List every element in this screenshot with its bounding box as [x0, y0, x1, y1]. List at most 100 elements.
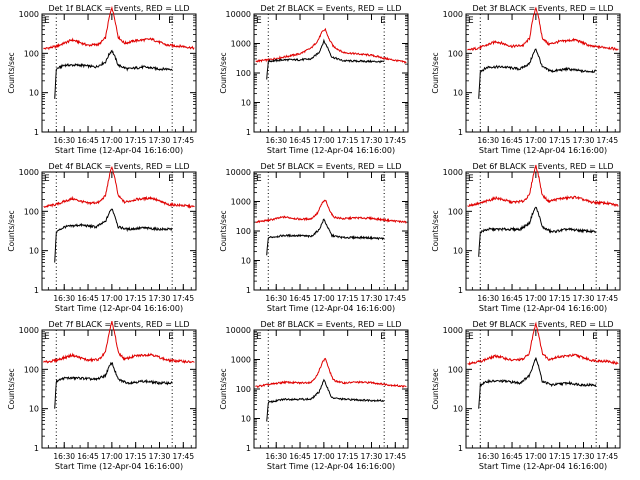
events-series-line	[266, 378, 385, 422]
x-tick-label: 17:30	[573, 452, 595, 461]
y-tick-label: 1	[246, 286, 251, 295]
y-tick-label: 1	[34, 286, 39, 295]
marker-label: E	[380, 332, 386, 342]
y-tick-label: 10	[29, 247, 39, 256]
x-tick-label: 17:15	[125, 136, 147, 145]
y-tick-label: 100	[448, 49, 463, 58]
y-axis-label: Counts/sec	[431, 52, 440, 93]
y-tick-label: 100	[24, 207, 39, 216]
x-tick-label: 17:30	[149, 452, 171, 461]
chart-panel-7: Det 7f BLACK = Events, RED = LLD 1 10 100 10…	[7, 320, 197, 471]
plot-frame	[41, 171, 197, 291]
events-series-line	[54, 49, 173, 99]
y-tick-label: 10000	[226, 326, 251, 335]
y-tick-label: 10	[241, 99, 251, 108]
chart-title: Det 6f BLACK = Events, RED = LLD	[472, 162, 613, 171]
chart-title: Det 9f BLACK = Events, RED = LLD	[472, 320, 613, 329]
y-axis-label: Counts/sec	[219, 368, 228, 409]
x-axis-label: Start Time (12-Apr-04 16:16:00)	[479, 304, 607, 313]
x-tick-label: 17:45	[596, 294, 618, 303]
plot-frame	[465, 329, 621, 449]
lld-series-line	[467, 164, 619, 207]
events-series-line	[478, 206, 597, 257]
y-tick-label: 1	[246, 444, 251, 453]
x-tick-label: 17:00	[525, 452, 547, 461]
x-tick-label: 16:45	[77, 136, 99, 145]
y-tick-label: 1	[458, 286, 463, 295]
lld-series-line	[43, 165, 195, 209]
y-tick-label: 10000	[226, 168, 251, 177]
events-series-line	[266, 218, 385, 256]
y-tick-label: 10000	[226, 10, 251, 19]
y-tick-label: 100	[24, 365, 39, 374]
x-tick-label: 17:30	[361, 136, 383, 145]
y-axis-label: Counts/sec	[7, 368, 16, 409]
x-tick-label: 17:30	[149, 294, 171, 303]
y-tick-label: 10	[453, 405, 463, 414]
marker-label: E	[380, 174, 386, 184]
y-tick-label: 10	[453, 89, 463, 98]
x-tick-label: 16:30	[53, 452, 75, 461]
plot-frame	[253, 171, 409, 291]
marker-label: E	[168, 16, 174, 26]
x-tick-label: 17:15	[549, 136, 571, 145]
x-axis-label: Start Time (12-Apr-04 16:16:00)	[55, 146, 183, 155]
x-tick-label: 17:00	[313, 136, 335, 145]
y-tick-label: 1000	[19, 10, 39, 19]
x-tick-label: 17:45	[172, 294, 194, 303]
y-tick-label: 100	[236, 69, 251, 78]
marker-label: E	[44, 174, 50, 184]
x-tick-label: 17:00	[313, 452, 335, 461]
x-tick-label: 16:45	[501, 294, 523, 303]
marker-label: E	[468, 332, 474, 342]
marker-label: E	[44, 332, 50, 342]
chart-title: Det 1f BLACK = Events, RED = LLD	[48, 4, 189, 13]
x-tick-label: 17:00	[313, 294, 335, 303]
events-series-line	[478, 48, 597, 99]
chart-panel-8: Det 8f BLACK = Events, RED = LLD 1 10 100 10…	[219, 320, 409, 471]
y-tick-label: 1	[34, 444, 39, 453]
marker-label: E	[44, 16, 50, 26]
x-tick-label: 17:30	[149, 136, 171, 145]
x-tick-label: 17:15	[337, 452, 359, 461]
y-axis-label: Counts/sec	[7, 210, 16, 251]
x-tick-label: 17:45	[172, 136, 194, 145]
plot-frame	[41, 13, 197, 133]
chart-panel-6: Det 6f BLACK = Events, RED = LLD 1 10 100 10…	[431, 162, 621, 313]
plot-frame	[253, 329, 409, 449]
chart-title: Det 2f BLACK = Events, RED = LLD	[260, 4, 401, 13]
x-axis-label: Start Time (12-Apr-04 16:16:00)	[479, 462, 607, 471]
x-tick-label: 16:45	[289, 294, 311, 303]
marker-label: E	[468, 16, 474, 26]
x-axis-label: Start Time (12-Apr-04 16:16:00)	[267, 146, 395, 155]
y-tick-label: 10	[453, 247, 463, 256]
marker-label: E	[592, 332, 598, 342]
chart-panel-9: Det 9f BLACK = Events, RED = LLD 1 10 100 10…	[431, 320, 621, 471]
lld-series-line	[43, 321, 195, 364]
chart-panel-2: Det 2f BLACK = Events, RED = LLD 1 10 100 10…	[219, 4, 409, 155]
y-tick-label: 1000	[231, 40, 251, 49]
x-tick-label: 16:45	[77, 294, 99, 303]
x-axis-label: Start Time (12-Apr-04 16:16:00)	[55, 462, 183, 471]
x-tick-label: 17:45	[172, 452, 194, 461]
y-tick-label: 1000	[443, 326, 463, 335]
marker-label: E	[380, 16, 386, 26]
chart-title: Det 3f BLACK = Events, RED = LLD	[472, 4, 613, 13]
y-tick-label: 1000	[19, 168, 39, 177]
y-tick-label: 1	[246, 128, 251, 137]
x-tick-label: 16:45	[501, 136, 523, 145]
y-tick-label: 10	[241, 415, 251, 424]
y-tick-label: 100	[448, 207, 463, 216]
x-tick-label: 17:45	[384, 136, 406, 145]
lld-series-line	[255, 27, 407, 64]
x-axis-label: Start Time (12-Apr-04 16:16:00)	[55, 304, 183, 313]
x-tick-label: 17:15	[125, 294, 147, 303]
y-tick-label: 1000	[19, 326, 39, 335]
lld-series-line	[43, 5, 195, 51]
y-tick-label: 100	[448, 365, 463, 374]
lld-series-line	[255, 357, 407, 389]
x-tick-label: 16:30	[265, 136, 287, 145]
chart-panel-3: Det 3f BLACK = Events, RED = LLD 1 10 100 10…	[431, 4, 621, 155]
y-tick-label: 10	[29, 89, 39, 98]
